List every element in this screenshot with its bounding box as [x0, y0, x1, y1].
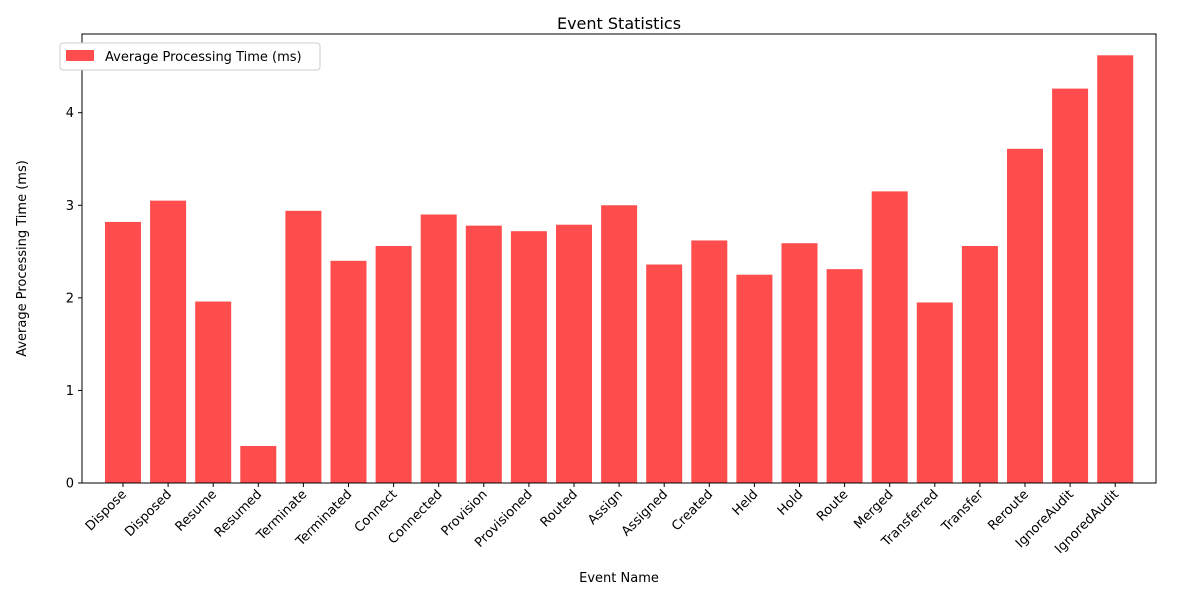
bar-transferred	[916, 302, 953, 483]
y-tick-label: 4	[66, 106, 74, 121]
bar-merged	[871, 191, 908, 483]
bar-assigned	[646, 264, 683, 483]
bar-hold	[781, 243, 818, 483]
bar-route	[826, 269, 863, 483]
legend: Average Processing Time (ms)	[59, 42, 321, 71]
y-axis-title: Average Processing Time (ms)	[15, 160, 30, 357]
bar-assign	[601, 205, 638, 483]
bar-held	[736, 274, 773, 483]
bar-routed	[556, 224, 592, 483]
bar-terminate	[285, 210, 322, 483]
bar-provision	[465, 225, 502, 483]
y-tick-label: 2	[66, 291, 74, 306]
bar-transfer	[961, 246, 998, 483]
bar-reroute	[1007, 148, 1043, 484]
bars-group	[105, 55, 1134, 484]
bar-disposed	[150, 200, 187, 483]
legend-box	[59, 42, 321, 71]
bar-connected	[420, 214, 457, 483]
bar-connect	[375, 246, 412, 483]
bar-dispose	[105, 221, 141, 483]
legend-swatch	[66, 50, 94, 61]
y-tick-label: 1	[66, 384, 74, 399]
legend-label: Average Processing Time (ms)	[105, 50, 302, 65]
bar-resumed	[240, 445, 277, 483]
y-axis: 0 1 2 3 4	[66, 106, 82, 492]
chart-title: Event Statistics	[557, 14, 681, 33]
plot-frame	[81, 33, 1157, 484]
x-axis-title: Event Name	[579, 571, 659, 586]
bar-created	[691, 240, 728, 483]
bar-ignoredaudit	[1097, 55, 1134, 483]
y-tick-label: 3	[66, 199, 74, 214]
bar-terminated	[330, 260, 367, 483]
bar-ignoreaudit	[1052, 88, 1089, 484]
bar-resume	[195, 301, 232, 483]
bar-provisioned	[510, 231, 547, 483]
y-tick-label: 0	[66, 477, 74, 492]
